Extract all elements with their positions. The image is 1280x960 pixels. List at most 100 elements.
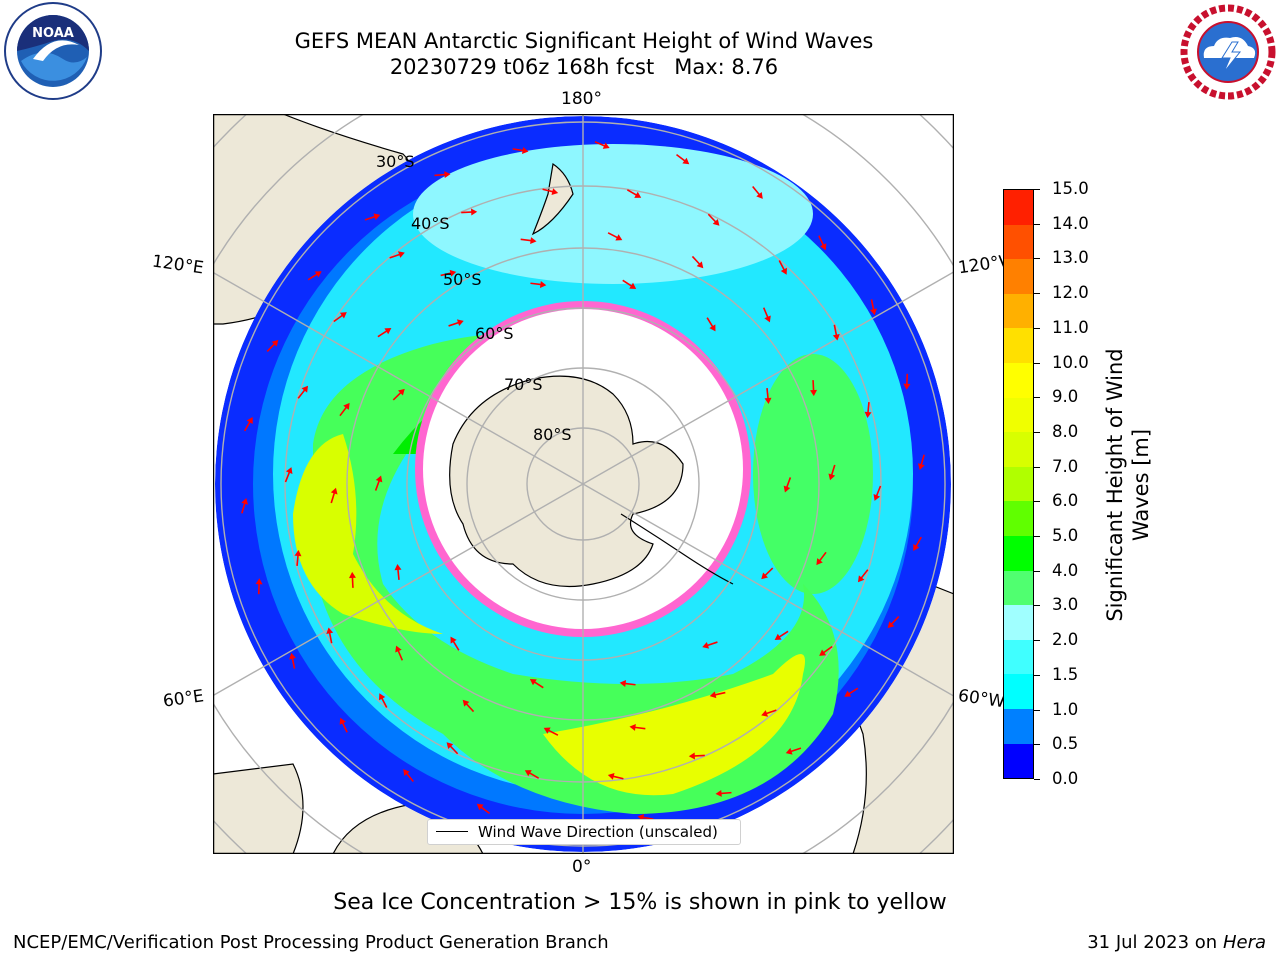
- colorbar-tick-label: 3.0: [1052, 595, 1079, 615]
- colorbar-tick-mark: [1034, 293, 1040, 295]
- lat-label-70s: 70°S: [504, 375, 543, 394]
- wind-wave-arrow: [918, 454, 925, 471]
- wind-wave-arrow: [706, 317, 716, 332]
- legend-line-swatch: [436, 831, 468, 832]
- colorbar-segment: [1004, 397, 1033, 433]
- colorbar-tick-label: 11.0: [1052, 317, 1089, 337]
- colorbar-segment: [1004, 501, 1033, 536]
- colorbar-segment: [1004, 224, 1033, 260]
- colorbar-label: Significant Height of Wind Waves [m]: [1103, 348, 1153, 622]
- wind-wave-arrow: [339, 717, 348, 733]
- colorbar-segment: [1004, 190, 1033, 225]
- colorbar-segment: [1004, 328, 1033, 363]
- lat-label-40s: 40°S: [411, 214, 450, 233]
- wind-wave-arrow: [448, 319, 464, 327]
- wind-wave-arrow: [764, 388, 772, 405]
- colorbar-tick-mark: [1034, 397, 1040, 399]
- wind-wave-arrow: [476, 803, 490, 815]
- colorbar-segment: [1004, 674, 1033, 709]
- colorbar-tick-label: 4.0: [1052, 560, 1079, 580]
- wind-wave-arrow: [707, 213, 720, 226]
- wind-wave-arrow: [818, 235, 827, 251]
- colorbar-segment: [1004, 432, 1033, 467]
- wind-wave-arrow: [761, 567, 774, 580]
- colorbar-tick-label: 15.0: [1052, 179, 1089, 198]
- colorbar-tick-mark: [1034, 258, 1040, 260]
- wind-wave-arrow: [524, 770, 540, 779]
- wind-wave-arrow: [512, 147, 529, 154]
- wind-wave-arrow: [887, 616, 900, 629]
- national-weather-service-logo: [1180, 4, 1276, 100]
- colorbar-tick-mark: [1034, 570, 1040, 572]
- wind-wave-arrow: [461, 208, 478, 216]
- wind-wave-arrow: [629, 723, 646, 731]
- wind-wave-arrow: [762, 307, 771, 323]
- wind-wave-arrow: [715, 789, 732, 797]
- wind-wave-arrow: [297, 385, 309, 399]
- wind-wave-arrow: [241, 497, 248, 514]
- wind-wave-arrow: [873, 485, 882, 501]
- colorbar-tick-mark: [1034, 709, 1040, 711]
- wind-wave-arrow: [434, 171, 451, 179]
- chart-title: GEFS MEAN Antarctic Significant Height o…: [294, 29, 874, 53]
- wind-wave-arrow: [857, 569, 869, 583]
- wind-wave-arrow: [364, 213, 381, 221]
- wind-wave-arrow: [903, 373, 911, 390]
- wind-wave-arrow: [307, 271, 322, 281]
- colorbar-tick-mark: [1034, 466, 1040, 468]
- colorbar-segment: [1004, 466, 1033, 502]
- graticule: [213, 114, 954, 854]
- wind-wave-arrow: [594, 141, 610, 149]
- footer-date-text: 31 Jul 2023 on: [1087, 932, 1218, 953]
- wind-wave-arrow: [244, 417, 253, 432]
- wind-wave-arrow: [622, 279, 637, 289]
- lon-label-120w: 120°W: [956, 251, 1010, 279]
- wind-wave-arrow: [520, 237, 537, 245]
- wind-wave-arrow: [530, 280, 547, 288]
- wind-wave-arrow: [752, 185, 763, 199]
- colorbar-segment: [1004, 535, 1033, 571]
- colorbar-tick-mark: [1034, 501, 1040, 503]
- colorbar-tick-mark: [1034, 779, 1040, 780]
- wind-wave-arrow: [864, 402, 872, 419]
- colorbar-tick-label: 10.0: [1052, 352, 1089, 372]
- wind-wave-arrow: [255, 578, 263, 595]
- lon-label-60w: 60°W: [956, 685, 1006, 713]
- colorbar-segment: [1004, 362, 1033, 398]
- wind-wave-arrow: [709, 691, 726, 699]
- lon-label-60e: 60°E: [161, 686, 206, 712]
- colorbar-tick-label: 1.0: [1052, 699, 1079, 719]
- polar-map: [213, 114, 954, 854]
- wind-wave-arrow: [379, 693, 388, 708]
- wind-wave-arrow: [607, 232, 623, 241]
- wind-wave-arrow: [266, 339, 279, 352]
- colorbar-tick-mark: [1034, 223, 1040, 225]
- wind-wave-arrow: [691, 255, 704, 269]
- wind-wave-arrow: [326, 627, 334, 644]
- colorbar-tick-label: 1.5: [1052, 664, 1079, 684]
- colorbar-tick-label: 5.0: [1052, 526, 1079, 546]
- chart-subtitle: 20230729 t06z 168h fcst Max: 8.76: [389, 55, 779, 79]
- colorbar-tick-mark: [1034, 605, 1040, 607]
- wind-wave-arrow: [778, 260, 787, 275]
- wind-wave-arrow: [819, 645, 833, 656]
- wind-wave-arrow: [392, 388, 405, 401]
- wind-wave-arrow: [377, 328, 392, 338]
- wind-wave-arrow: [828, 464, 836, 481]
- wind-wave-arrow: [607, 772, 624, 780]
- colorbar-tick-mark: [1034, 640, 1040, 642]
- wind-wave-arrow: [810, 380, 818, 397]
- colorbar-segment: [1004, 293, 1033, 329]
- antarctica-landmass: [449, 375, 684, 588]
- wind-wave-arrow: [626, 189, 642, 198]
- lat-label-30s: 30°S: [376, 152, 415, 171]
- colorbar-segment: [1004, 708, 1033, 744]
- colorbar-tick-mark: [1034, 431, 1040, 433]
- colorbar-tick-mark: [1034, 327, 1040, 329]
- wind-wave-arrow: [450, 636, 460, 651]
- lat-label-60s: 60°S: [475, 324, 514, 343]
- wind-wave-arrow: [542, 188, 559, 196]
- lat-label-50s: 50°S: [443, 270, 482, 289]
- wind-wave-arrow: [619, 680, 636, 688]
- wind-wave-arrow: [446, 742, 459, 755]
